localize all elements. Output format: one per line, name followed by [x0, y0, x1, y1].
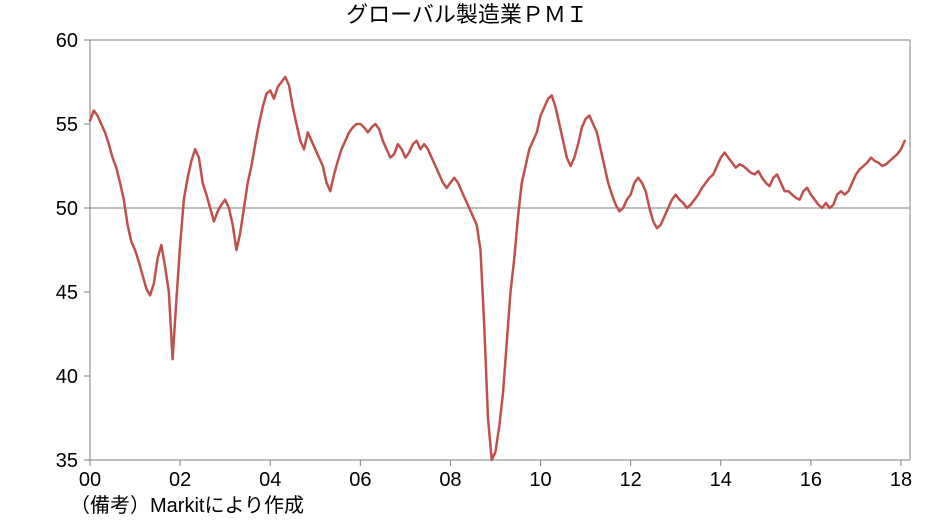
x-tick-label: 04 — [259, 469, 281, 491]
x-tick-label: 12 — [620, 469, 642, 491]
x-tick-label: 08 — [439, 469, 461, 491]
chart-title: グローバル製造業ＰＭＩ — [346, 2, 588, 27]
chart-container: グローバル製造業ＰＭＩ 35 40 45 50 55 60 00 02 04 06 08 10 12 14 1… — [0, 0, 934, 525]
chart-note: （備考）Markitにより作成 — [70, 494, 304, 517]
x-tick-label: 14 — [710, 469, 732, 491]
y-tick-label: 55 — [56, 114, 78, 136]
y-tick-label: 35 — [56, 450, 78, 472]
y-tick-label: 40 — [56, 366, 78, 388]
x-tick-label: 18 — [890, 469, 912, 491]
x-tick-label: 00 — [79, 469, 101, 491]
x-tick-label: 02 — [169, 469, 191, 491]
chart-svg: グローバル製造業ＰＭＩ 35 40 45 50 55 60 00 02 04 06 08 10 12 14 1… — [0, 0, 934, 525]
y-tick-label: 45 — [56, 282, 78, 304]
x-tick-label: 10 — [529, 469, 551, 491]
x-tick-label: 06 — [349, 469, 371, 491]
x-tick-label: 16 — [800, 469, 822, 491]
y-tick-label: 50 — [56, 198, 78, 220]
y-tick-label: 60 — [56, 30, 78, 52]
